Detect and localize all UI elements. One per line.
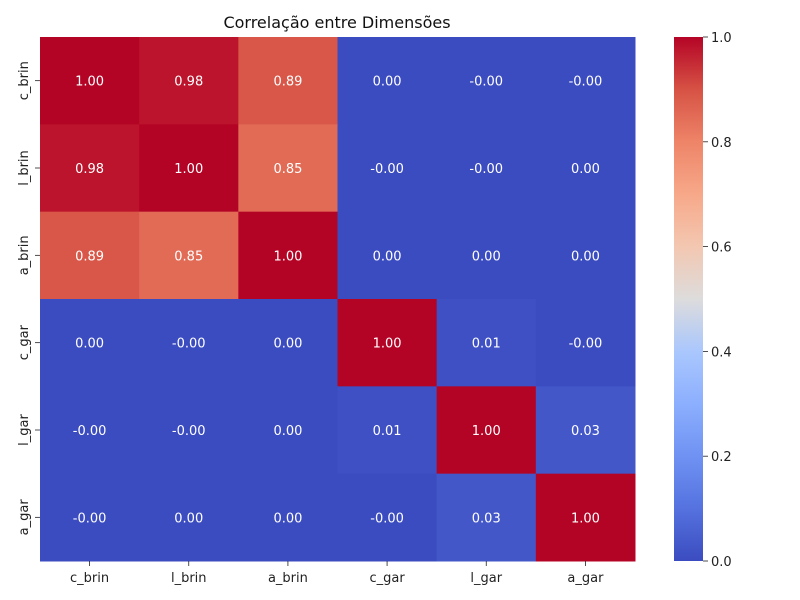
chart-title: Correlação entre Dimensões: [223, 13, 450, 32]
cell-value-label: 0.00: [373, 249, 402, 264]
colorbar-axis: 0.0 0.2 0.4 0.6 0.8 1.0: [703, 31, 732, 570]
x-tick-label: l_gar: [470, 571, 502, 586]
heatmap-cell: [238, 473, 338, 562]
cell-value-label: 1.00: [273, 249, 302, 264]
cell-value-label: 0.98: [174, 75, 203, 90]
heatmap-cell: [535, 386, 636, 475]
cell-value-label: -0.00: [469, 75, 503, 90]
heatmap-cell: [535, 473, 636, 562]
cell-value-label: 1.00: [373, 337, 402, 352]
cell-value-label: 0.85: [273, 162, 302, 177]
cell-value-label: 1.00: [571, 511, 600, 526]
heatmap-cell: [139, 299, 239, 387]
cell-value-label: 0.89: [75, 249, 104, 264]
heatmap-cell: [436, 299, 537, 387]
cell-value-label: -0.00: [569, 337, 603, 352]
cell-value-label: 0.00: [174, 511, 203, 526]
heatmap-cell: [337, 124, 438, 213]
cell-value-label: 0.01: [472, 337, 501, 352]
x-tick-label: c_brin: [70, 571, 109, 586]
cell-value-label: -0.00: [172, 424, 206, 439]
colorbar-tick-label: 0.0: [711, 555, 732, 570]
cell-value-label: 0.00: [571, 162, 600, 177]
colorbar-tick-label: 0.8: [711, 136, 732, 151]
heatmap-cell: [139, 124, 239, 213]
cell-value-label: 0.00: [571, 249, 600, 264]
heatmap-cell: [238, 386, 338, 475]
heatmap-cell-labels: 1.00 0.98 0.89 0.00 -0.00 -0.00 0.98 1.00 0.85 -0…: [73, 75, 602, 527]
cell-value-label: 0.98: [75, 162, 104, 177]
heatmap-cell: [535, 124, 636, 213]
heatmap-cell: [40, 37, 140, 125]
cell-value-label: 0.01: [373, 424, 402, 439]
heatmap-cell: [238, 211, 338, 300]
heatmap-cell: [238, 299, 338, 387]
y-tick-label: c_gar: [17, 324, 32, 360]
cell-value-label: 0.00: [472, 249, 501, 264]
cell-value-label: 0.89: [273, 75, 302, 90]
colorbar-tick-label: 1.0: [711, 31, 732, 46]
heatmap-cell: [238, 124, 338, 213]
cell-value-label: -0.00: [73, 511, 107, 526]
cell-value-label: 0.03: [571, 424, 600, 439]
cell-value-label: -0.00: [73, 424, 107, 439]
x-tick-label: l_brin: [171, 571, 207, 586]
cell-value-label: 0.03: [472, 511, 501, 526]
cell-value-label: 1.00: [472, 424, 501, 439]
heatmap-cell: [40, 299, 140, 387]
x-tick-label: c_gar: [369, 571, 405, 586]
heatmap-cell: [535, 37, 636, 125]
cell-value-label: 1.00: [174, 162, 203, 177]
x-tick-label: a_gar: [567, 571, 604, 586]
y-tick-label: l_brin: [17, 150, 32, 186]
y-tick-label: a_gar: [17, 499, 32, 536]
heatmap-cell: [436, 37, 537, 125]
heatmap-cell: [436, 211, 537, 300]
cell-value-label: 0.00: [273, 511, 302, 526]
cell-value-label: -0.00: [370, 162, 404, 177]
heatmap-cell: [337, 211, 438, 300]
heatmap-cell: [337, 299, 438, 387]
heatmap-cell: [337, 386, 438, 475]
y-tick-label: l_gar: [17, 414, 32, 446]
y-tick-label: c_brin: [17, 61, 32, 100]
cell-value-label: -0.00: [172, 337, 206, 352]
heatmap-cell: [139, 386, 239, 475]
heatmap-cell: [139, 473, 239, 562]
heatmap-cell: [436, 386, 537, 475]
y-tick-label: a_brin: [17, 235, 32, 275]
heatmap-cell: [535, 211, 636, 300]
heatmap-cell: [436, 473, 537, 562]
y-axis: c_brin l_brin a_brin c_gar l_gar a_gar: [17, 61, 40, 535]
heatmap-cell: [337, 473, 438, 562]
heatmap-cell: [535, 299, 636, 387]
cell-value-label: 0.00: [273, 337, 302, 352]
cell-value-label: -0.00: [370, 511, 404, 526]
heatmap-cell: [337, 37, 438, 125]
cell-value-label: 0.00: [273, 424, 302, 439]
heatmap-cells: [40, 37, 636, 562]
colorbar-tick-label: 0.2: [711, 450, 732, 465]
cell-value-label: 0.85: [174, 249, 203, 264]
colorbar-tick-label: 0.6: [711, 241, 732, 256]
cell-value-label: 1.00: [75, 75, 104, 90]
cell-value-label: -0.00: [569, 75, 603, 90]
cell-value-label: 0.00: [373, 75, 402, 90]
heatmap-cell: [436, 124, 537, 213]
heatmap-cell: [40, 211, 140, 300]
heatmap-cell: [40, 386, 140, 475]
cell-value-label: 0.00: [75, 337, 104, 352]
heatmap-cell: [238, 37, 338, 125]
heatmap-cell: [139, 37, 239, 125]
heatmap-cell: [40, 124, 140, 213]
x-axis: c_brin l_brin a_brin c_gar l_gar a_gar: [70, 561, 604, 586]
colorbar: [674, 37, 703, 561]
heatmap-cell: [40, 473, 140, 562]
cell-value-label: -0.00: [469, 162, 503, 177]
colorbar-tick-label: 0.4: [711, 345, 732, 360]
heatmap-cell: [139, 211, 239, 300]
x-tick-label: a_brin: [268, 571, 308, 586]
